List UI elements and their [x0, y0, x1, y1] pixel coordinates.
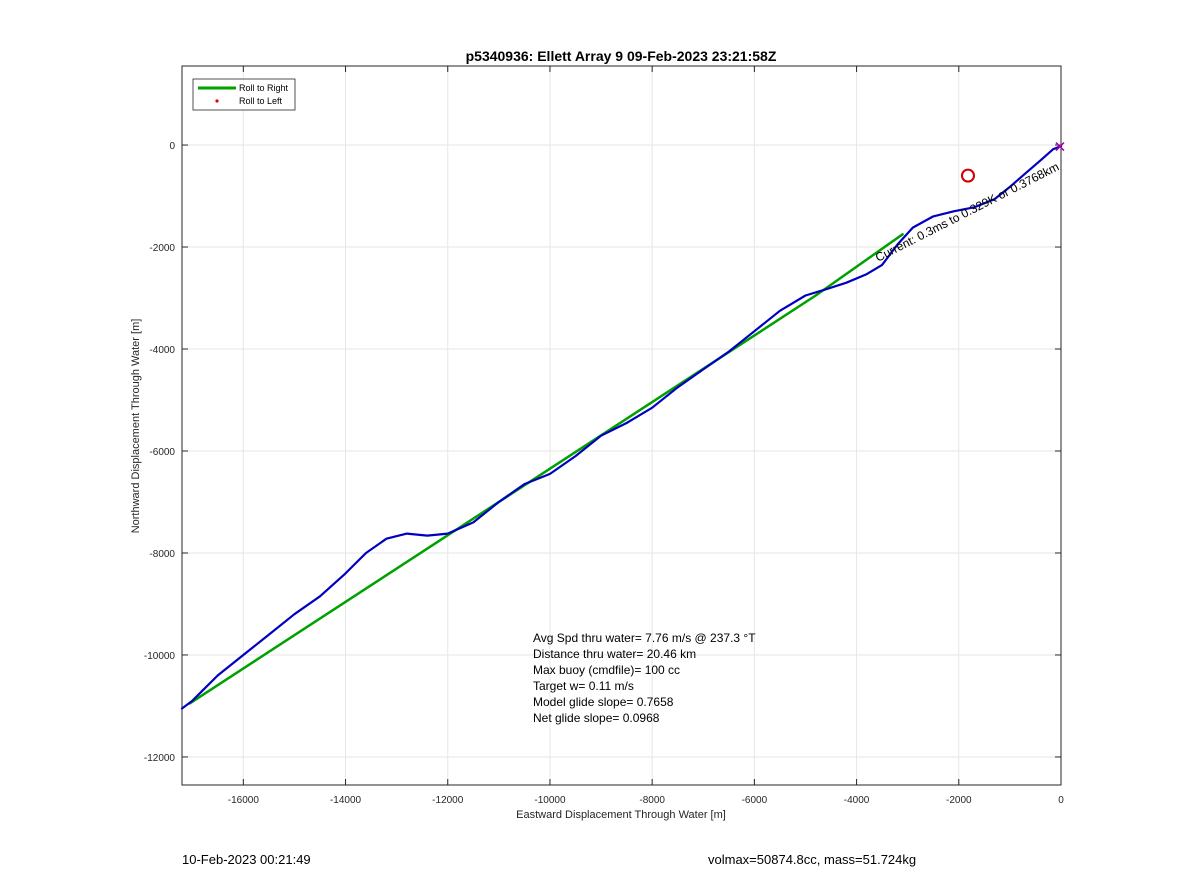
y-axis-label: Northward Displacement Through Water [m] [130, 319, 142, 534]
footer-timestamp: 10-Feb-2023 00:21:49 [182, 852, 311, 867]
stats-line: Avg Spd thru water= 7.76 m/s @ 237.3 °T [533, 631, 756, 645]
x-tick-label: -2000 [946, 795, 972, 806]
tick-labels: -16000 -14000 -12000 -10000 -8000 -6000 -4000 -… [144, 141, 1064, 806]
grid [182, 66, 1062, 785]
series-group [180, 145, 1063, 710]
stats-line: Net glide slope= 0.0968 [533, 711, 660, 725]
x-tick-label: -8000 [639, 795, 665, 806]
marker-circle [960, 168, 975, 183]
marker-group [960, 142, 1065, 183]
x-tick-label: -16000 [228, 795, 260, 806]
track-label: Current: 0.3ms to 0.329K or 0.3768km [873, 160, 1061, 265]
footer-mass-info: volmax=50874.8cc, mass=51.724kg [708, 852, 917, 867]
stats-block: Avg Spd thru water= 7.76 m/s @ 237.3 °T D… [533, 631, 756, 725]
legend-label-roll-left: Roll to Left [239, 96, 283, 106]
legend-box [192, 78, 296, 111]
ticks [182, 66, 1062, 785]
y-tick-label: 0 [169, 141, 175, 152]
x-tick-label: -14000 [330, 795, 362, 806]
x-tick-label: -10000 [534, 795, 566, 806]
x-axis-label: Eastward Displacement Through Water [m] [516, 809, 726, 821]
chart-title: p5340936: Ellett Array 9 09-Feb-2023 23:… [466, 48, 777, 64]
y-tick-label: -2000 [149, 243, 175, 254]
stats-line: Distance thru water= 20.46 km [533, 647, 696, 661]
stats-line: Model glide slope= 0.7658 [533, 695, 674, 709]
axes-box [181, 65, 1062, 786]
x-tick-label: -12000 [432, 795, 464, 806]
legend-label-roll-right: Roll to Right [239, 83, 289, 93]
series-track-line [180, 145, 1063, 710]
marker-cross [1055, 142, 1065, 152]
stats-line: Max buoy (cmdfile)= 100 cc [533, 663, 680, 677]
legend: Roll to Right Roll to Left [192, 78, 296, 111]
x-tick-label: 0 [1058, 795, 1064, 806]
legend-swatch-roll-left [215, 99, 219, 103]
x-tick-label: -6000 [742, 795, 768, 806]
series-roll-right-line [188, 233, 904, 705]
y-tick-label: -8000 [149, 549, 175, 560]
stats-line: Target w= 0.11 m/s [533, 679, 634, 693]
y-tick-label: -4000 [149, 345, 175, 356]
y-tick-label: -12000 [144, 753, 176, 764]
y-tick-label: -6000 [149, 447, 175, 458]
y-tick-label: -10000 [144, 651, 176, 662]
x-tick-label: -4000 [844, 795, 870, 806]
